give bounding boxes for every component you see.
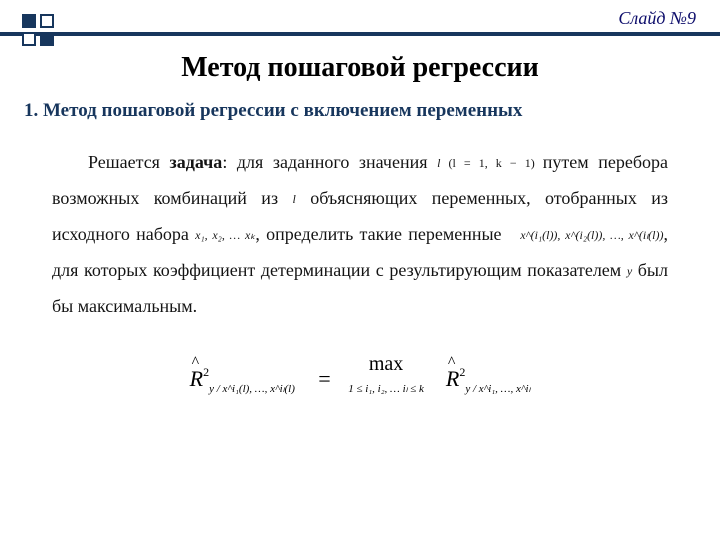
decor-square-2: [40, 14, 54, 28]
body-text-5: , определить такие переменные: [255, 224, 507, 244]
r-symbol: R: [190, 366, 203, 391]
r-sub-rhs: y / x^i₁, …, x^iₗ: [465, 383, 530, 395]
body-paragraph: Решается задача: для заданного значения …: [52, 144, 668, 324]
x-optimal: x^(i₁(l)), x^(i₂(l)), …, x^(iₗ(l)): [520, 228, 663, 242]
slide-number: Слайд №9: [618, 8, 696, 29]
decor-square-1: [22, 14, 36, 28]
range-l: (l = 1, k − 1): [440, 156, 542, 170]
max-operator: max 1 ≤ i₁, i₂, … iₗ ≤ k: [348, 352, 424, 396]
header-rule: [0, 32, 720, 36]
page-title: Метод пошаговой регрессии: [0, 52, 720, 84]
equals: =: [311, 366, 337, 391]
r-hat-rhs: R: [446, 366, 459, 392]
body-bold-task: задача: [170, 152, 223, 172]
body-text-2: : для заданного значения: [222, 152, 437, 172]
r-hat-lhs: R: [190, 366, 203, 392]
formula-block: R2y / x^i₁(l), …, x^iₗ(l) = max 1 ≤ i₁, …: [0, 352, 720, 396]
slide: Слайд №9 Метод пошаговой регрессии 1. Ме…: [0, 0, 720, 540]
r-symbol-2: R: [446, 366, 459, 391]
decor-square-3: [22, 32, 36, 46]
decor-square-4: [40, 32, 54, 46]
r-sub-lhs: y / x^i₁(l), …, x^iₗ(l): [209, 383, 295, 395]
body-text-1: Решается: [88, 152, 170, 172]
max-label: max: [369, 353, 403, 375]
max-subscript: 1 ≤ i₁, i₂, … iₗ ≤ k: [348, 383, 424, 395]
x-set: x₁, x₂, … xₖ: [195, 228, 255, 242]
r-sup-rhs: 2: [459, 365, 465, 379]
r-sup-lhs: 2: [203, 365, 209, 379]
section-heading: 1. Метод пошаговой регрессии с включение…: [24, 100, 696, 122]
